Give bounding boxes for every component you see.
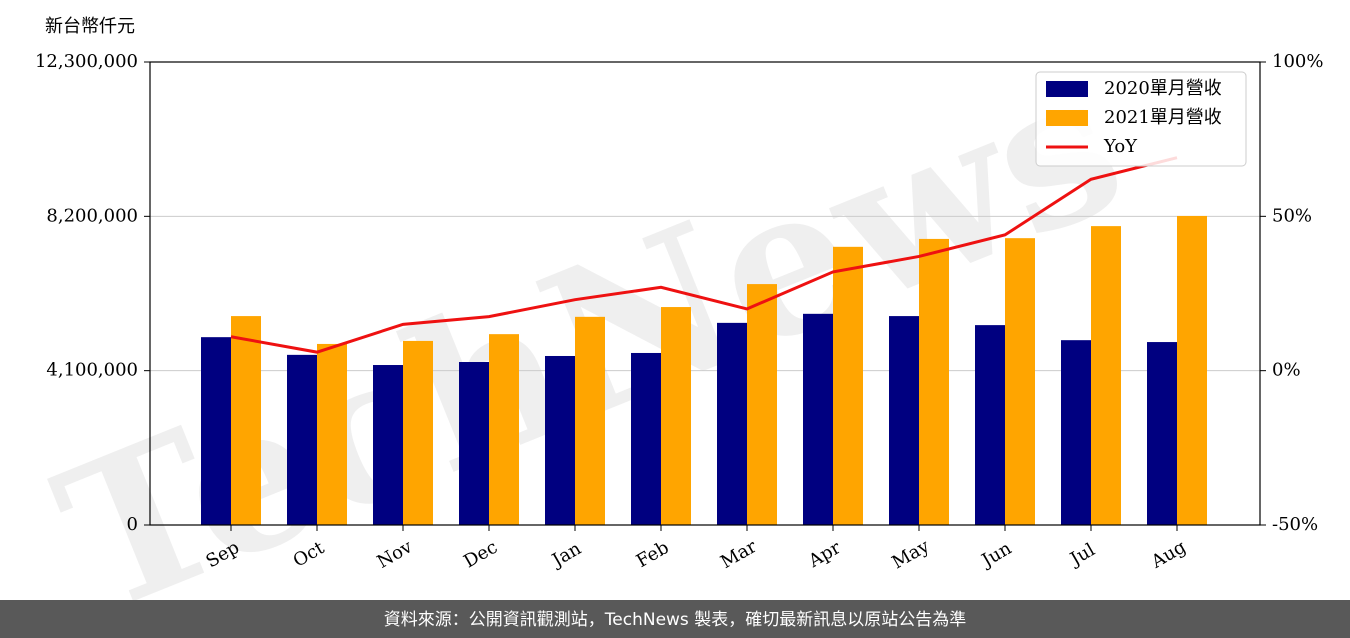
y-tick-label: 8,200,000: [46, 205, 138, 226]
legend-label: 2021單月營收: [1104, 107, 1222, 128]
y-tick-label: 4,100,000: [46, 360, 138, 381]
bar: [889, 316, 919, 525]
bar: [975, 325, 1005, 525]
x-tick-label: Dec: [460, 537, 501, 573]
bar: [1091, 226, 1121, 525]
bar: [631, 352, 661, 525]
bar: [717, 322, 747, 525]
bar: [803, 313, 833, 525]
plot-frame: [149, 61, 1261, 526]
bar: [919, 238, 949, 525]
bar: [661, 307, 691, 525]
bar: [403, 340, 433, 525]
bar: [489, 334, 519, 525]
x-tick-label: Jan: [547, 538, 585, 572]
bar: [317, 343, 347, 525]
bar: [1005, 238, 1035, 526]
bar: [747, 284, 777, 525]
bar: [201, 337, 231, 525]
bar: [287, 354, 317, 525]
x-tick-label: Apr: [804, 537, 844, 572]
legend-label: 2020單月營收: [1104, 78, 1222, 99]
x-tick-label: May: [888, 535, 933, 573]
y2-tick-label: 0%: [1272, 360, 1301, 381]
y2-tick-label: 100%: [1272, 51, 1323, 72]
y2-tick-label: 50%: [1272, 205, 1312, 226]
x-tick-label: Jun: [977, 538, 1016, 573]
y-tick-label: 12,300,000: [35, 51, 138, 72]
y-tick-label: 0: [127, 514, 138, 535]
bar: [231, 316, 261, 525]
x-tick-label: Feb: [633, 537, 673, 572]
bar: [1147, 342, 1177, 525]
bar: [545, 355, 575, 525]
legend-label: YoY: [1103, 136, 1138, 157]
x-tick-label: Jul: [1065, 539, 1099, 571]
y-axis-label: 新台幣仟元: [45, 16, 135, 37]
bar: [833, 246, 863, 525]
legend-box: [1035, 71, 1247, 167]
bar: [1177, 215, 1207, 525]
bar: [1061, 340, 1091, 525]
bar: [373, 365, 403, 525]
y2-tick-label: -50%: [1272, 514, 1318, 535]
x-tick-label: Aug: [1147, 536, 1190, 573]
line: [230, 156, 1178, 354]
footer-bar: [0, 600, 1350, 638]
legend-swatch: [1046, 81, 1088, 97]
footer: 資料來源：公開資訊觀測站，TechNews 製表，確切最新訊息以原站公告為準: [384, 610, 966, 630]
x-tick-label: Mar: [717, 536, 761, 573]
legend-swatch: [1046, 110, 1088, 126]
bar: [575, 316, 605, 525]
bar: [459, 362, 489, 525]
